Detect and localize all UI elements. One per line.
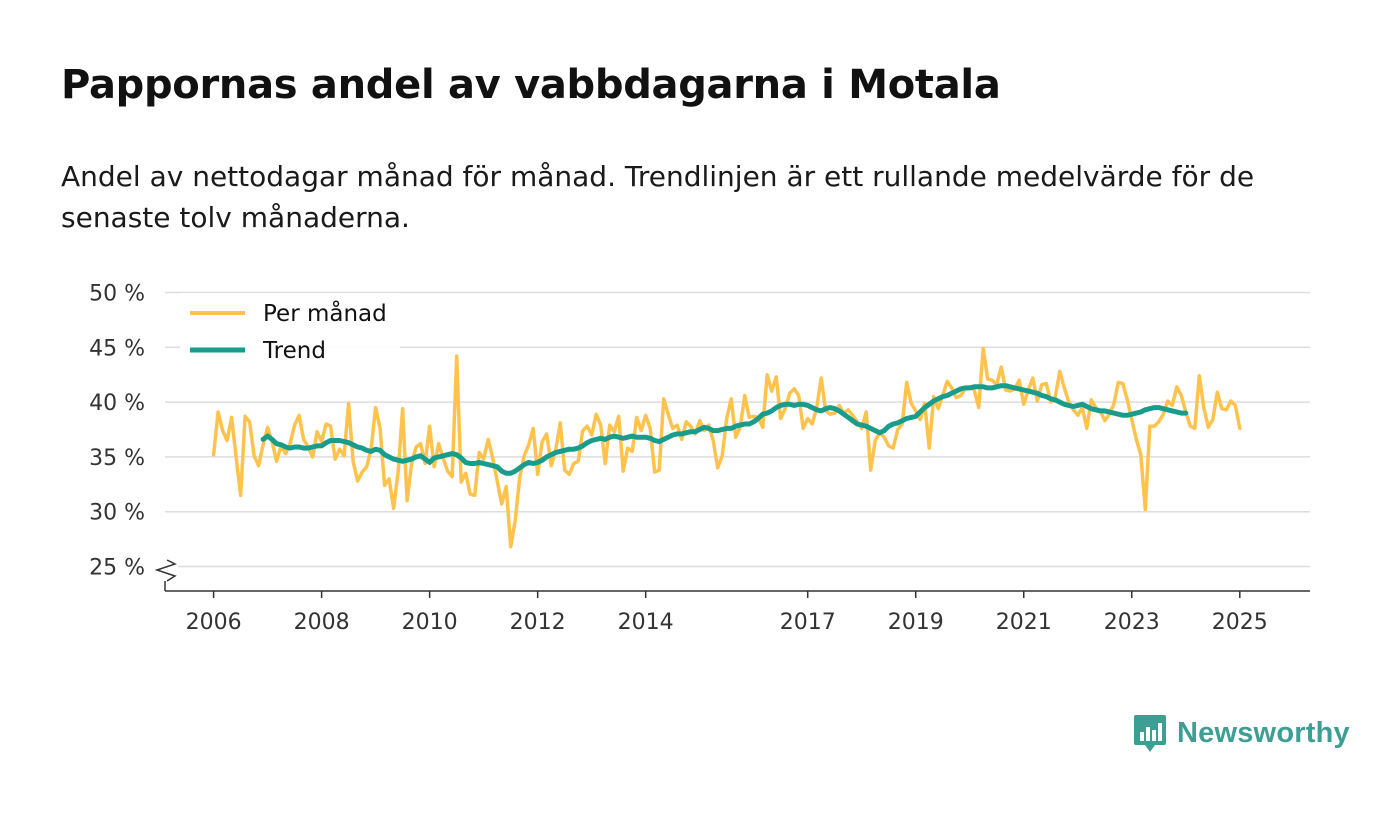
legend-label-trend: Trend (262, 338, 326, 364)
chart-subtitle: Andel av nettodagar månad för månad. Tre… (61, 160, 1255, 234)
axis-break-icon (154, 559, 177, 582)
x-axis: 2006 2008 2010 2012 2014 2017 2019 2021 2023 2025 (164, 581, 1310, 635)
x-tick-label: 2010 (402, 610, 458, 635)
x-tick-label: 2008 (294, 610, 350, 635)
x-tick-label: 2023 (1104, 610, 1160, 635)
y-tick-label: 35 % (89, 446, 145, 471)
x-tick-label: 2019 (888, 610, 944, 635)
legend-background (180, 293, 400, 371)
x-tick-label: 2006 (186, 610, 242, 635)
y-tick-label: 50 % (89, 282, 145, 307)
x-tick-label: 2021 (996, 610, 1052, 635)
newsworthy-logo: Newsworthy (1133, 712, 1350, 754)
legend-label-per-manad: Per månad (263, 299, 387, 327)
y-tick-label: 25 % (89, 556, 145, 581)
series-per-manad-line (211, 346, 1242, 549)
y-axis-ticks: 25 % 30 % 35 % 40 % 45 % 50 % (89, 282, 177, 582)
y-tick-label: 45 % (89, 336, 145, 361)
series-trend-line (260, 383, 1189, 476)
y-tick-label: 40 % (89, 391, 145, 416)
y-tick-label: 30 % (89, 501, 145, 526)
x-tick-label: 2025 (1212, 610, 1268, 635)
x-tick-label: 2014 (618, 610, 674, 635)
brand-name: Newsworthy (1177, 716, 1350, 749)
x-tick-label: 2012 (510, 610, 566, 635)
series-lines (211, 346, 1242, 549)
newsworthy-logo-icon (1134, 715, 1166, 752)
legend: Per månad Trend (180, 293, 400, 371)
chart-title: Pappornas andel av vabbdagarna i Motala (61, 62, 1001, 108)
x-tick-label: 2017 (780, 610, 836, 635)
